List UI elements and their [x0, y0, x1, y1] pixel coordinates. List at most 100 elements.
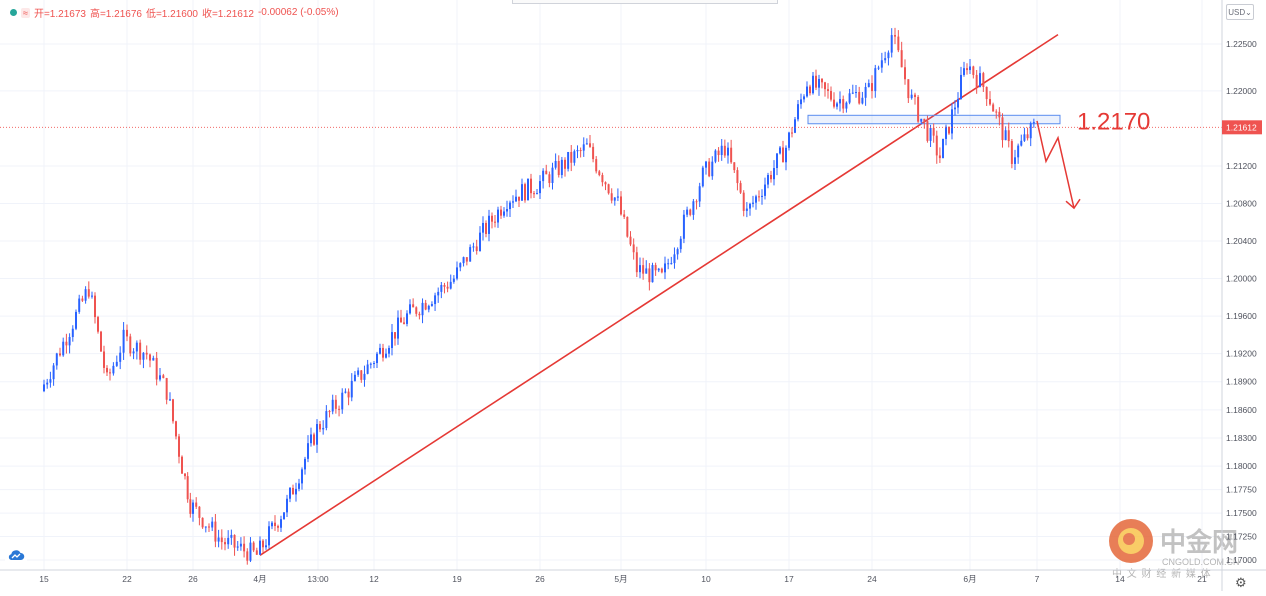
- y-tick-label: 1.20000: [1226, 274, 1257, 284]
- candle-body: [506, 209, 508, 212]
- candle-body: [701, 167, 704, 187]
- candle-body: [236, 546, 239, 548]
- x-tick-label: 12: [369, 574, 379, 584]
- low-value: 低=1.21600: [145, 9, 198, 20]
- candle-body: [867, 83, 870, 87]
- y-tick-label: 1.21200: [1226, 161, 1257, 171]
- candle-body: [292, 487, 294, 495]
- top-toolbar-handle[interactable]: [512, 0, 778, 4]
- candle-body: [800, 99, 802, 105]
- candle-body: [418, 313, 421, 316]
- candle-body: [692, 201, 695, 215]
- tradingview-logo[interactable]: [5, 545, 27, 565]
- candle-body: [68, 337, 71, 346]
- candle-body: [186, 476, 189, 500]
- candle-body: [923, 118, 926, 122]
- candle-body: [727, 147, 729, 156]
- candle-body: [979, 73, 981, 87]
- candle-body: [589, 143, 591, 147]
- candle-body: [620, 196, 622, 215]
- candle-body: [409, 304, 411, 314]
- candle-body: [440, 285, 443, 292]
- x-tick-label: 4月: [253, 574, 266, 584]
- watermark-brand: 中金网: [1160, 527, 1238, 557]
- candle-body: [785, 147, 787, 163]
- candle-body: [379, 347, 381, 354]
- candle-body: [220, 537, 223, 543]
- candle-body: [75, 311, 77, 329]
- candle-body: [989, 99, 991, 105]
- watermark-logo-core: [1123, 533, 1135, 545]
- candle-body: [452, 278, 455, 282]
- candle-body: [730, 147, 733, 163]
- candle-body: [689, 209, 692, 215]
- cloud-icon: [8, 550, 25, 560]
- candle-body: [827, 89, 829, 91]
- candle-body: [1023, 134, 1026, 141]
- candle-body: [331, 399, 334, 412]
- candle-body: [567, 151, 570, 169]
- candle-body: [412, 304, 415, 308]
- candle-body: [132, 351, 135, 354]
- candle-body: [708, 161, 711, 177]
- candle-body: [570, 151, 573, 163]
- candle-body: [794, 119, 796, 133]
- candle-body: [91, 295, 93, 297]
- candle-body: [204, 526, 207, 528]
- candle-body: [109, 372, 111, 374]
- wave-icon[interactable]: ≈: [21, 7, 30, 18]
- candle-body: [887, 52, 890, 59]
- candle-body: [920, 118, 923, 122]
- candle-body: [62, 341, 65, 356]
- candle-body: [262, 540, 264, 548]
- candle-body: [845, 102, 848, 109]
- candle-body: [717, 150, 720, 156]
- candle-body: [682, 214, 685, 239]
- candle-body: [592, 146, 595, 160]
- candle-body: [914, 94, 916, 97]
- candle-body: [551, 167, 554, 183]
- watermark-domain: CNGOLD.COM.CN: [1162, 557, 1240, 567]
- candle-body: [360, 370, 363, 380]
- candle-body: [711, 161, 714, 177]
- candle-body: [1001, 117, 1004, 141]
- candle-body: [855, 92, 857, 94]
- candle-body: [353, 374, 356, 381]
- candle-body: [938, 155, 941, 159]
- candle-body: [836, 103, 838, 107]
- candle-body: [595, 159, 598, 172]
- candle-body: [1004, 130, 1007, 141]
- candle-body: [155, 357, 158, 380]
- candle-body: [456, 267, 458, 279]
- candle-body: [145, 352, 148, 355]
- candle-body: [459, 263, 462, 268]
- candle-body: [982, 73, 985, 87]
- gear-icon[interactable]: ⚙: [1235, 575, 1247, 590]
- candle-body: [341, 392, 344, 410]
- candle-body: [764, 184, 766, 196]
- y-tick-label: 1.20400: [1226, 236, 1257, 246]
- candle-body: [554, 160, 557, 168]
- candle-body: [135, 342, 138, 352]
- candle-body: [623, 214, 626, 217]
- uptrend-line: [259, 33, 1059, 556]
- candle-body: [84, 289, 87, 301]
- candle-body: [839, 99, 841, 104]
- x-tick-label: 24: [867, 574, 877, 584]
- candle-body: [975, 74, 978, 87]
- y-tick-label: 1.18600: [1226, 405, 1257, 415]
- candle-body: [654, 265, 657, 271]
- candle-body: [629, 236, 632, 245]
- candle-body: [954, 107, 956, 110]
- candle-body: [969, 66, 971, 71]
- candle-body: [142, 352, 145, 360]
- candle-body: [503, 211, 505, 216]
- candle-body: [415, 307, 418, 314]
- candle-body: [714, 150, 717, 162]
- candle-body: [119, 352, 122, 362]
- currency-selector[interactable]: USD ⌄: [1226, 4, 1254, 20]
